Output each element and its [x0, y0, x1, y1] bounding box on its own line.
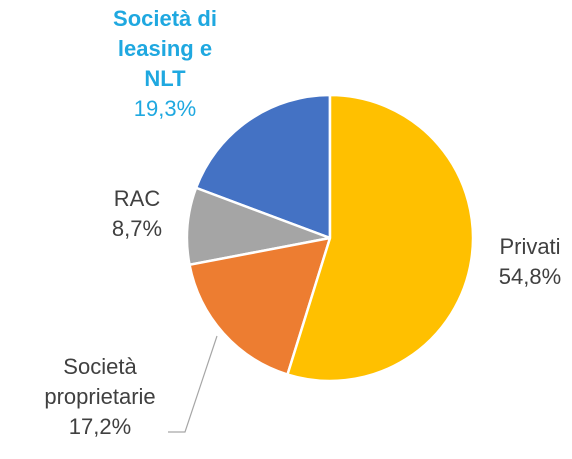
label: RAC 8,7% [82, 184, 192, 244]
label: Privati 54,8% [480, 232, 572, 292]
pie-slice [285, 93, 475, 383]
category-label: Privati [499, 234, 561, 259]
label: Società proprietarie 17,2% [20, 352, 180, 442]
value-label: 8,7% [111, 216, 163, 241]
leader-line [168, 335, 218, 433]
category-label: RAC [113, 186, 161, 211]
category-label: Società di leasing e NLT [113, 6, 217, 91]
category-label: Società proprietarie [44, 354, 156, 409]
value-label: 17,2% [68, 414, 132, 439]
value-label: 19,3% [133, 96, 197, 121]
pie-slice [188, 236, 332, 377]
label: Società di leasing e NLT 19,3% [100, 4, 230, 124]
value-label: 54,8% [498, 264, 562, 289]
pie-slice [194, 93, 332, 240]
